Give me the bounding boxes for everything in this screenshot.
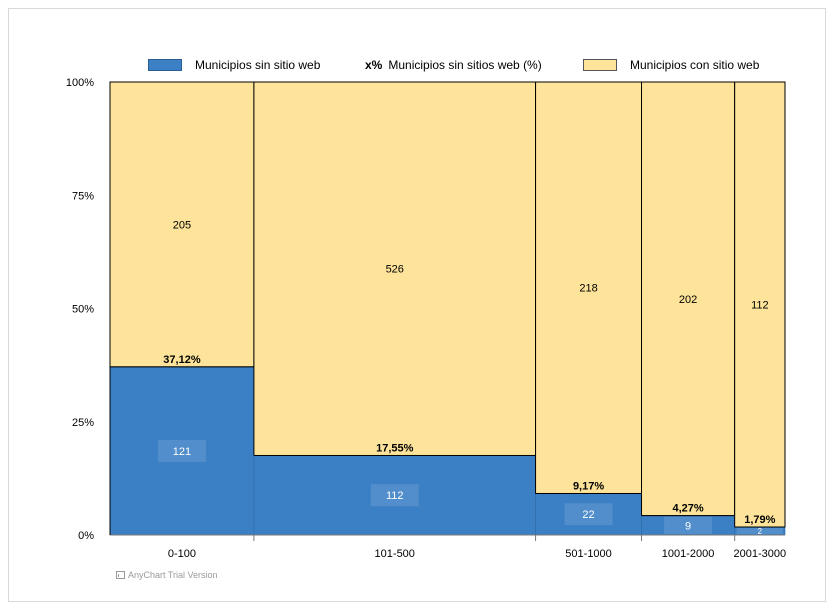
data-label-without-site: 112 bbox=[386, 490, 404, 502]
data-label-without-site: 9 bbox=[685, 520, 691, 532]
x-tick-label: 1001-2000 bbox=[662, 548, 715, 560]
percent-label: 1,79% bbox=[744, 514, 775, 526]
y-tick-label: 0% bbox=[78, 530, 94, 542]
data-label-without-site: 22 bbox=[582, 509, 594, 521]
data-label-without-site: 121 bbox=[173, 446, 191, 458]
percent-label: 37,12% bbox=[163, 354, 201, 366]
x-tick-label: 0-100 bbox=[168, 548, 196, 560]
watermark-text: AnyChart Trial Version bbox=[128, 570, 218, 580]
data-label-with-site: 112 bbox=[751, 300, 769, 312]
y-tick-label: 100% bbox=[66, 77, 94, 89]
x-tick-label: 2001-3000 bbox=[734, 548, 787, 560]
data-label-with-site: 218 bbox=[579, 283, 597, 295]
data-label-with-site: 205 bbox=[173, 219, 191, 231]
data-label-with-site: 202 bbox=[679, 294, 697, 306]
percent-label: 9,17% bbox=[573, 480, 604, 492]
y-tick-label: 75% bbox=[72, 190, 94, 202]
percent-label: 4,27% bbox=[672, 503, 703, 515]
chart-icon bbox=[116, 571, 125, 579]
watermark: AnyChart Trial Version bbox=[116, 570, 218, 580]
y-tick-label: 50% bbox=[72, 304, 94, 316]
percent-label: 17,55% bbox=[376, 442, 414, 454]
y-tick-label: 25% bbox=[72, 417, 94, 429]
x-tick-label: 501-1000 bbox=[565, 548, 612, 560]
x-tick-label: 101-500 bbox=[375, 548, 415, 560]
data-label-with-site: 526 bbox=[386, 264, 404, 276]
